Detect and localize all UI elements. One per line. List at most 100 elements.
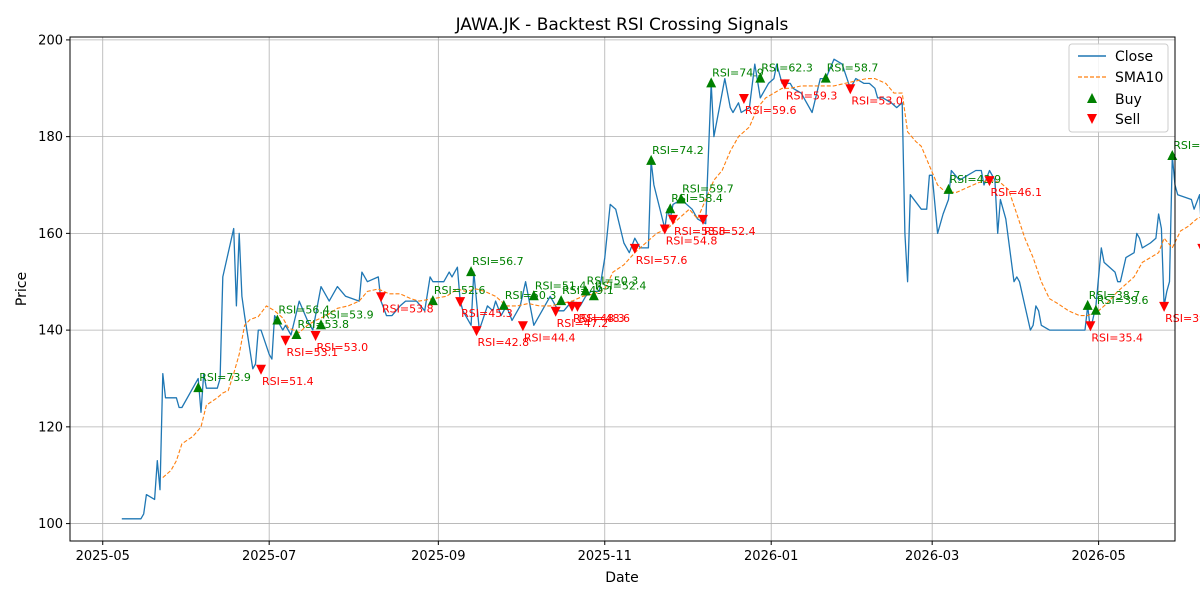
buy-marker (1090, 304, 1101, 315)
sell-marker (845, 84, 856, 95)
close-price-line (121, 58, 1200, 520)
buy-rsi-label: RSI=51.4 (535, 279, 587, 292)
sell-rsi-label: RSI=42.8 (478, 336, 530, 349)
buy-marker (943, 183, 954, 194)
sell-rsi-label: RSI=53.1 (287, 346, 339, 359)
buy-rsi-label: RSI=74.2 (652, 144, 704, 157)
x-tick-label: 2025-09 (411, 549, 465, 564)
buy-rsi-label: RSI=73.9 (199, 371, 251, 384)
y-axis-label: Price (14, 272, 30, 306)
buy-rsi-label: RSI=56.4 (278, 303, 330, 316)
buy-rsi-label: RSI=38.7 (1089, 289, 1141, 302)
buy-marker (498, 299, 509, 310)
sell-rsi-label: RSI=53.8 (674, 225, 726, 238)
sell-rsi-label: RSI=45.3 (461, 307, 513, 320)
buy-marker (646, 154, 657, 165)
buy-rsi-label: RSI=58.7 (827, 62, 879, 75)
x-tick-label: 2025-05 (76, 549, 130, 564)
sell-marker (667, 214, 678, 225)
buy-marker (755, 72, 766, 83)
sell-marker (1159, 301, 1170, 312)
buy-marker (528, 290, 539, 301)
x-tick-label: 2025-11 (578, 549, 632, 564)
buy-marker (316, 319, 327, 330)
legend-sell-label: Sell (1115, 112, 1140, 128)
legend-box (1068, 43, 1169, 133)
buy-marker (466, 266, 477, 277)
sell-marker (659, 224, 670, 235)
buy-marker (580, 285, 591, 296)
buy-rsi-label: RSI=50.3 (505, 289, 557, 302)
buy-marker (676, 193, 687, 204)
buy-rsi-label: RSI=52.4 (595, 279, 647, 292)
sell-marker (455, 297, 466, 308)
y-tick-label: 120 (38, 420, 63, 435)
sma10-line (162, 78, 1200, 479)
grid-lines (70, 37, 1175, 541)
sell-rsi-label: RSI=44.4 (524, 331, 576, 344)
axis-ticks: 2025-05 2025-07 2025-09 2025-11 2026-01 2026-… (38, 33, 1126, 564)
buy-marker (427, 295, 438, 306)
buy-rsi-label: RSI=39.6 (1097, 294, 1149, 307)
sell-rsi-label: RSI=59.6 (745, 104, 797, 117)
buy-marker (820, 72, 831, 83)
sell-marker (1085, 321, 1096, 332)
buy-rsi-label: RSI=50.3 (587, 274, 639, 287)
buy-marker (665, 203, 676, 214)
sell-marker (779, 79, 790, 90)
sell-rsi-label: RSI=59.3 (786, 89, 838, 102)
buy-marker (1082, 299, 1093, 310)
y-tick-label: 180 (38, 130, 63, 145)
legend-close-label: Close (1115, 49, 1153, 65)
x-tick-label: 2026-03 (905, 549, 959, 564)
buy-rsi-label: RSI=53.9 (322, 308, 374, 321)
buy-marker (706, 77, 717, 88)
sell-rsi-label: RSI=48.6 (578, 312, 630, 325)
sell-marker (984, 176, 995, 187)
legend-sma-label: SMA10 (1115, 70, 1163, 86)
buy-marker (272, 314, 283, 325)
legend-buy-marker (1087, 93, 1097, 103)
x-tick-label: 2026-05 (1071, 549, 1125, 564)
sell-rsi-label: RSI=54.8 (666, 235, 718, 248)
sell-marker (517, 321, 528, 332)
legend: Close SMA10 Buy Sell (1068, 43, 1169, 133)
sell-rsi-label: RSI=53.8 (382, 302, 434, 315)
sell-marker (697, 214, 708, 225)
sell-rsi-label: RSI=52.4 (704, 225, 756, 238)
sell-marker (376, 292, 387, 303)
buy-marker (291, 328, 302, 339)
sell-rsi-label: RSI=53.0 (851, 94, 903, 107)
sell-rsi-label: RSI=39.1 (1165, 312, 1200, 325)
buy-rsi-label: RSI=74.9 (712, 66, 764, 79)
sell-rsi-label: RSI=51.4 (262, 375, 314, 388)
sell-marker (738, 93, 749, 104)
x-tick-label: 2026-01 (744, 549, 798, 564)
buy-marker (556, 295, 567, 306)
x-tick-label: 2025-07 (242, 549, 296, 564)
sell-rsi-label: RSI=35.4 (1091, 331, 1143, 344)
y-tick-label: 140 (38, 324, 63, 339)
sell-rsi-label: RSI=46.1 (990, 186, 1042, 199)
x-axis-label: Date (605, 570, 638, 586)
signal-markers: RSI=73.9 RSI=56.4 RSI=53.8 RSI=53.9 RSI=52.6… (193, 62, 1200, 393)
y-tick-label: 160 (38, 227, 63, 242)
sell-rsi-label: RSI=47.2 (557, 317, 609, 330)
chart-title: JAWA.JK - Backtest RSI Crossing Signals (455, 15, 789, 35)
y-tick-label: 200 (38, 33, 63, 48)
sell-rsi-label: RSI=57.6 (636, 254, 688, 267)
series-layer (121, 58, 1200, 520)
buy-rsi-label: RSI=43.9 (950, 173, 1002, 186)
sell-marker (572, 301, 583, 312)
plot-frame (69, 36, 1176, 542)
buy-rsi-label: RSI=59.7 (682, 183, 734, 196)
buy-rsi-label: RSI=56.7 (472, 255, 524, 268)
buy-marker (193, 382, 204, 393)
legend-sell-marker (1087, 114, 1097, 124)
buy-marker (588, 290, 599, 301)
legend-buy-label: Buy (1115, 92, 1142, 108)
sell-marker (280, 335, 291, 346)
sell-marker (255, 364, 266, 375)
buy-rsi-label: RSI=52.6 (434, 284, 486, 297)
